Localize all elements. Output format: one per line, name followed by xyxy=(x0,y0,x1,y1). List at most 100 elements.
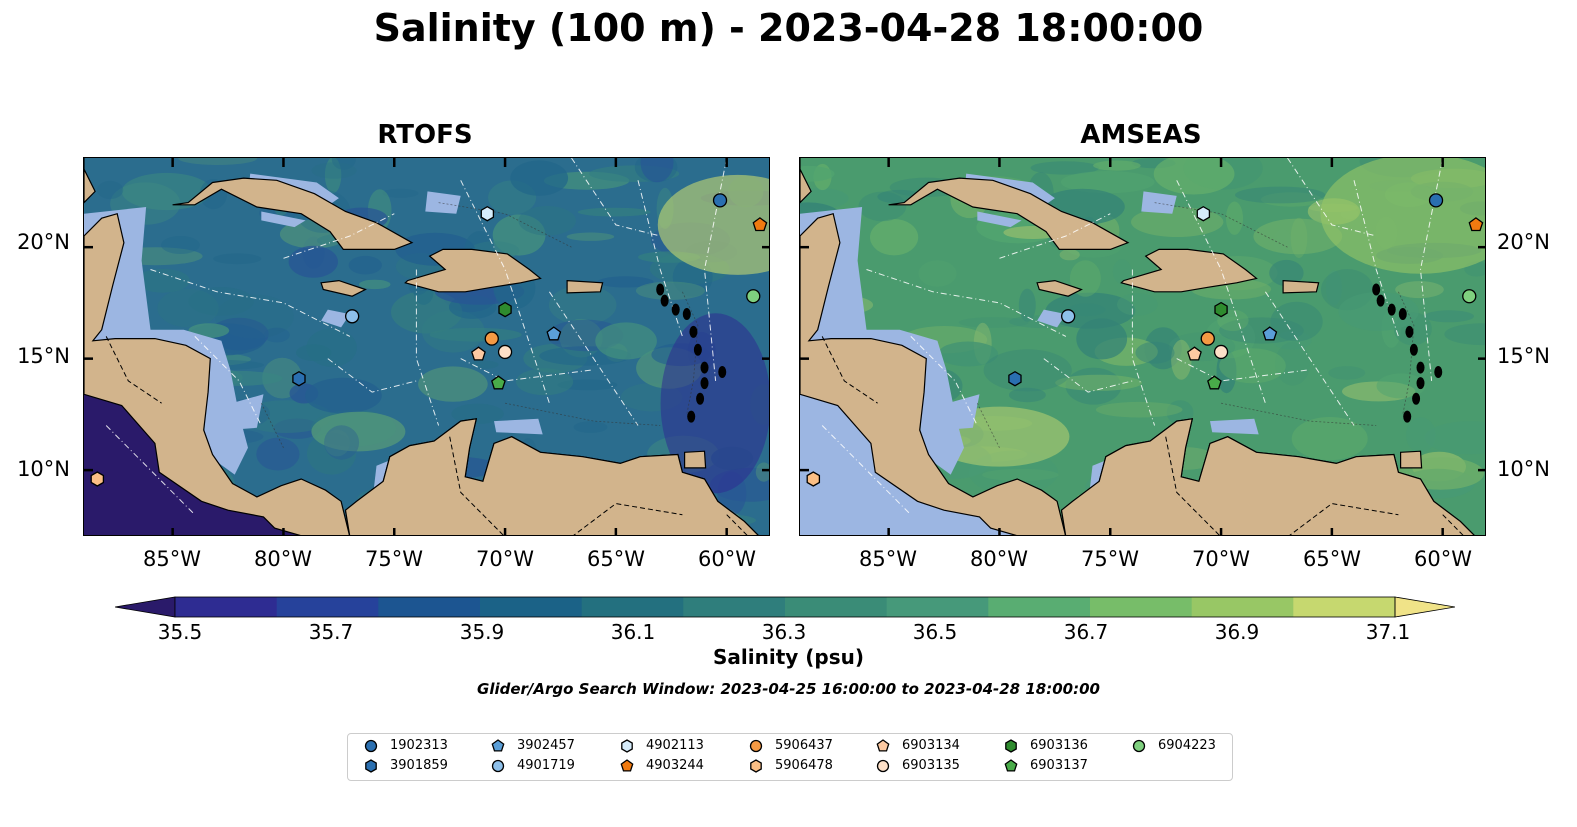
eez-boundaries xyxy=(105,158,728,516)
cbar-tick: 35.5 xyxy=(157,620,203,644)
shallow-shelf xyxy=(223,394,264,430)
legend-label: 5906437 xyxy=(775,738,833,753)
x-label-75w-amseas: 75°W xyxy=(1081,547,1139,571)
legend-marker-1902313 xyxy=(364,739,378,753)
legend-marker-6903135 xyxy=(876,759,890,773)
shallow-shelf xyxy=(261,211,306,228)
cbar-tick: 36.3 xyxy=(761,620,807,644)
float-marker-1902313 xyxy=(1428,193,1444,208)
y-label-20n-right: 20°N xyxy=(1497,230,1550,254)
colorbar-outline xyxy=(174,596,1396,618)
colorbar-ticks: 35.5 35.7 35.9 36.1 36.3 36.5 36.7 36.9 … xyxy=(0,620,1577,646)
legend-marker-3902457 xyxy=(491,739,505,752)
land-south-america-fill xyxy=(344,418,759,535)
y-label-10n-right: 10°N xyxy=(1497,457,1550,481)
map-rtofs-canvas xyxy=(84,158,769,535)
colorbar-bin xyxy=(378,597,481,617)
legend-marker-6903137 xyxy=(1004,759,1018,772)
float-marker-1902313 xyxy=(712,193,728,208)
colorbar-bin xyxy=(785,597,888,617)
legend-marker-5906437 xyxy=(749,739,763,753)
land-central-america xyxy=(84,212,351,535)
lesser-antilles xyxy=(1372,283,1443,423)
legend-label: 6903137 xyxy=(1030,758,1088,773)
float-marker-6904223 xyxy=(1462,289,1477,304)
x-label-60w-amseas: 60°W xyxy=(1414,547,1472,571)
x-label-65w-rtofs: 65°W xyxy=(587,547,645,571)
pacific-ocean xyxy=(84,394,299,535)
land-cuba xyxy=(888,177,1130,251)
pacific-ocean xyxy=(800,394,1015,535)
legend-label: 5906478 xyxy=(775,758,833,773)
float-marker-3902457 xyxy=(546,326,562,341)
legend-label: 6903134 xyxy=(902,738,960,753)
colorbar-extend-high xyxy=(1394,596,1455,618)
legend-label: 3902457 xyxy=(517,738,575,753)
float-marker-3901859 xyxy=(292,370,306,387)
float-marker-6903135 xyxy=(1213,344,1229,360)
fresh-water-patch xyxy=(660,313,769,494)
y-label-15n-left: 15°N xyxy=(17,344,70,368)
x-label-80w-amseas: 80°W xyxy=(970,547,1028,571)
float-marker-6904223 xyxy=(746,289,761,304)
cbar-tick: 36.9 xyxy=(1214,620,1260,644)
legend-label: 4902113 xyxy=(646,738,704,753)
legend-marker-4903244 xyxy=(620,759,634,772)
legend-marker-5906478 xyxy=(750,759,762,773)
lesser-antilles xyxy=(656,283,727,423)
map-rtofs xyxy=(83,157,770,536)
axis-ticks xyxy=(800,158,1485,535)
y-label-20n-left: 20°N xyxy=(17,230,70,254)
land-hispaniola xyxy=(404,248,542,293)
float-marker-3901859 xyxy=(1008,370,1022,387)
map-amseas-canvas xyxy=(800,158,1485,535)
float-marker-4903244 xyxy=(752,217,768,232)
cbar-tick: 36.1 xyxy=(610,620,656,644)
land-hispaniola xyxy=(1120,248,1258,293)
float-marker-6903136 xyxy=(1214,301,1228,318)
search-window-caption: Glider/Argo Search Window: 2023-04-25 16… xyxy=(477,680,1100,698)
float-marker-6903136 xyxy=(498,301,512,318)
x-label-70w-rtofs: 70°W xyxy=(476,547,534,571)
colorbar-label: Salinity (psu) xyxy=(712,645,864,669)
legend-label: 3901859 xyxy=(390,758,448,773)
legend-label: 4901719 xyxy=(517,758,575,773)
float-marker-6903134 xyxy=(471,346,486,361)
colorbar-extend-low xyxy=(115,596,176,618)
legend-marker-3901859 xyxy=(365,759,377,773)
land-yucatan-tip xyxy=(84,158,96,204)
colorbar-bin xyxy=(480,597,583,617)
cbar-tick: 36.7 xyxy=(1063,620,1109,644)
shallow-shelf xyxy=(425,191,461,214)
x-label-85w-rtofs: 85°W xyxy=(143,547,201,571)
colorbar-bin xyxy=(1191,597,1294,617)
float-marker-6903135 xyxy=(497,344,513,360)
figure-title: Salinity (100 m) - 2023-04-28 18:00:00 xyxy=(373,6,1204,50)
shallow-shelf xyxy=(1141,191,1177,214)
country-borders xyxy=(105,336,748,535)
colorbar-bin xyxy=(1090,597,1193,617)
cbar-tick: 36.5 xyxy=(912,620,958,644)
cbar-tick: 37.1 xyxy=(1365,620,1411,644)
land-cuba xyxy=(172,177,414,251)
land-puerto-rico xyxy=(1282,279,1320,294)
legend-label: 1902313 xyxy=(390,738,448,753)
y-label-10n-left: 10°N xyxy=(17,457,70,481)
colorbar-bin xyxy=(1293,597,1396,617)
float-marker-5906437 xyxy=(1200,331,1215,346)
panel-title-rtofs: RTOFS xyxy=(377,120,473,150)
legend-marker-4901719 xyxy=(491,759,505,773)
colorbar xyxy=(115,596,1455,618)
shallow-shelf xyxy=(494,418,543,435)
x-label-75w-rtofs: 75°W xyxy=(365,547,423,571)
float-marker-5906478 xyxy=(90,471,105,487)
land-trinidad xyxy=(1399,450,1423,469)
shallow-shelf xyxy=(1037,309,1066,328)
country-borders xyxy=(821,336,1464,535)
colorbar-bin xyxy=(683,597,786,617)
float-legend: 1902313 3901859 3902457 4901719 4902113 49032… xyxy=(347,733,1233,781)
x-label-60w-rtofs: 60°W xyxy=(698,547,756,571)
x-label-70w-amseas: 70°W xyxy=(1192,547,1250,571)
float-marker-6903134 xyxy=(1187,346,1202,361)
legend-marker-6903136 xyxy=(1005,739,1017,753)
